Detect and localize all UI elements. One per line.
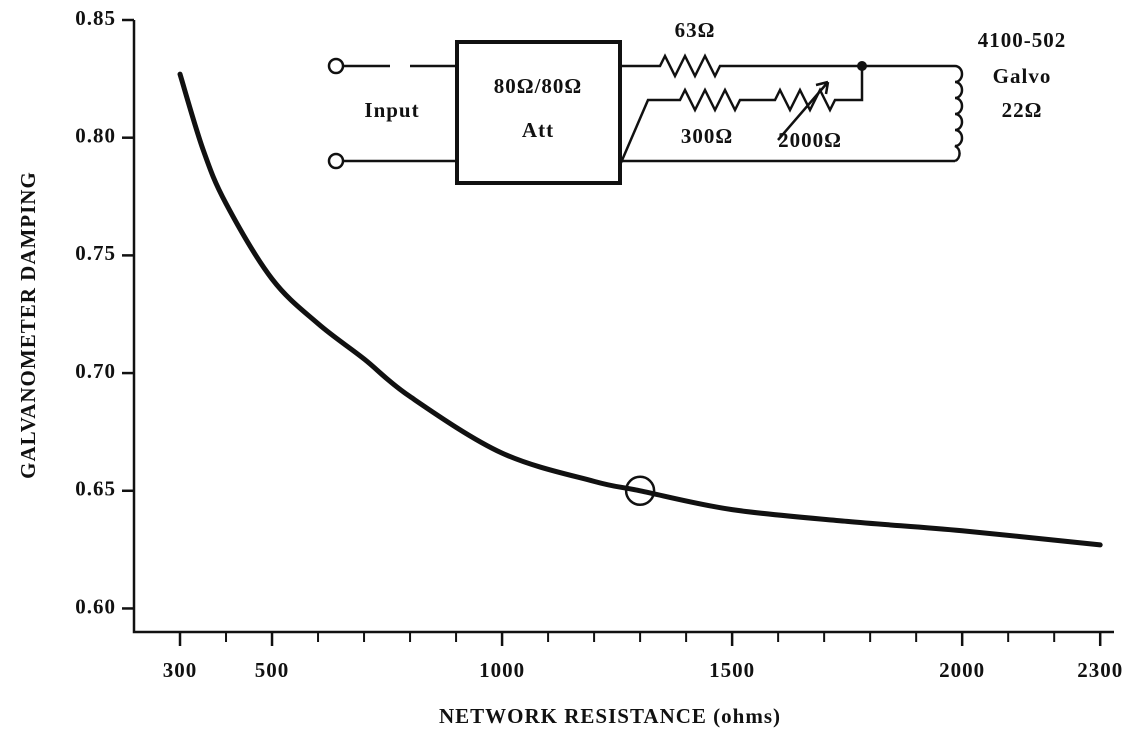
- inset-label: 63Ω: [675, 18, 716, 42]
- y-tick-label: 0.70: [75, 359, 116, 383]
- circuit-inset: Input 80Ω/80Ω Att 63Ω 300Ω 2000Ω 4100-50…: [327, 18, 1067, 185]
- y-tick-label: 0.65: [75, 477, 116, 501]
- x-tick-label: 2000: [939, 658, 985, 682]
- x-tick-label: 300: [163, 658, 198, 682]
- inset-label: Galvo: [993, 64, 1052, 88]
- inset-label: 4100-502: [978, 28, 1067, 52]
- junction: [857, 61, 867, 71]
- x-axis-title: NETWORK RESISTANCE (ohms): [439, 704, 781, 728]
- x-tick-label: 2300: [1077, 658, 1123, 682]
- wire: [343, 64, 457, 163]
- axis-line: [132, 20, 1114, 634]
- attenuator-box: [455, 40, 622, 185]
- resistor-300-2000: [618, 66, 864, 166]
- x-tick-label: 500: [255, 658, 290, 682]
- y-axis-title: GALVANOMETER DAMPING: [16, 171, 40, 479]
- inset-label: 2000Ω: [778, 128, 842, 152]
- inset-label: Input: [364, 98, 419, 122]
- inset-label: 22Ω: [1002, 98, 1043, 122]
- y-tick-label: 0.60: [75, 594, 116, 618]
- variable-arrow: [777, 80, 830, 141]
- terminal: [327, 152, 345, 170]
- terminal: [327, 57, 345, 75]
- damping-curve: [177, 71, 1103, 548]
- inset-label: 80Ω/80Ω: [494, 74, 582, 98]
- x-tick-label: 1500: [709, 658, 755, 682]
- x-tick-label: 1000: [479, 658, 525, 682]
- y-tick-label: 0.85: [75, 6, 116, 30]
- operating-point: [624, 475, 656, 507]
- y-tick-label: 0.75: [75, 241, 116, 265]
- inset-label: 300Ω: [681, 124, 733, 148]
- y-tick-label: 0.80: [75, 124, 116, 148]
- galvo-coil: [954, 64, 964, 163]
- resistor-63: [620, 53, 955, 79]
- inset-label: Att: [522, 118, 554, 142]
